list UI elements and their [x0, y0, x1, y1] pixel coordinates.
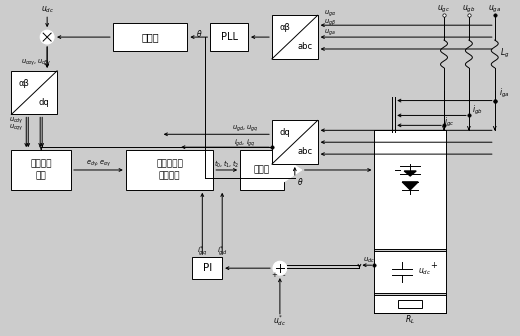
Text: $u_{dc}^{*}$: $u_{dc}^{*}$	[274, 313, 287, 328]
Text: αβ: αβ	[19, 79, 30, 88]
Text: $u_{dc}$: $u_{dc}$	[41, 4, 54, 14]
Text: $u_{c\alpha\gamma},u_{c\beta\gamma}$: $u_{c\alpha\gamma},u_{c\beta\gamma}$	[21, 58, 51, 68]
Text: $u_{gd}$, $u_{gq}$: $u_{gd}$, $u_{gq}$	[232, 123, 258, 134]
Text: PI: PI	[203, 263, 212, 273]
Circle shape	[273, 261, 287, 275]
Text: $i_{gc}$: $i_{gc}$	[444, 116, 454, 129]
Bar	[11, 150, 71, 190]
Text: dq: dq	[39, 98, 49, 107]
Text: abc: abc	[297, 147, 313, 156]
Polygon shape	[284, 158, 302, 182]
Text: $u_{gb}$: $u_{gb}$	[462, 4, 476, 15]
Text: $u_{g\beta}$: $u_{g\beta}$	[323, 18, 335, 29]
Text: dq: dq	[279, 128, 290, 137]
Bar	[374, 295, 446, 313]
Text: $i_{gd}^{*}$: $i_{gd}^{*}$	[217, 244, 227, 259]
Text: $i_{gb}$: $i_{gb}$	[472, 104, 482, 117]
Bar	[11, 71, 57, 115]
Text: 模型: 模型	[36, 171, 47, 180]
Text: $i_{gd}$, $i_{gq}$: $i_{gd}$, $i_{gq}$	[234, 137, 256, 149]
Text: $u_{g\alpha}$: $u_{g\alpha}$	[323, 8, 336, 18]
Text: $\theta$: $\theta$	[196, 28, 202, 39]
Text: 电流预测: 电流预测	[31, 160, 52, 169]
Bar	[192, 257, 222, 279]
Bar	[210, 23, 248, 51]
Bar	[398, 300, 422, 308]
Text: $R_L$: $R_L$	[405, 313, 415, 326]
Text: -: -	[283, 272, 285, 278]
Bar	[272, 120, 318, 164]
Bar	[240, 150, 284, 190]
Text: $i_{gq}^{*}$: $i_{gq}^{*}$	[197, 244, 207, 259]
Text: $u_{ga}$: $u_{ga}$	[488, 4, 501, 15]
Bar	[272, 15, 318, 59]
Text: $\theta$: $\theta$	[296, 176, 303, 187]
Text: $e_{d\gamma},e_{\alpha\gamma}$: $e_{d\gamma},e_{\alpha\gamma}$	[86, 159, 111, 169]
Text: 各矢量作用: 各矢量作用	[156, 160, 183, 169]
Text: $u_{cd\gamma}$: $u_{cd\gamma}$	[9, 115, 24, 126]
Polygon shape	[402, 182, 418, 190]
Text: $u_{ga}$: $u_{ga}$	[324, 28, 335, 38]
Text: αβ: αβ	[279, 23, 290, 32]
Bar	[374, 251, 446, 293]
Text: 调制器: 调制器	[254, 166, 270, 174]
Text: $u_{cq\gamma}$: $u_{cq\gamma}$	[9, 122, 24, 133]
Text: abc: abc	[297, 42, 313, 51]
Text: $u_{dc}$: $u_{dc}$	[418, 267, 431, 278]
Text: $u_{dc}$: $u_{dc}$	[363, 256, 375, 265]
Text: +: +	[271, 272, 277, 278]
Text: PLL: PLL	[220, 32, 238, 42]
Text: 时间计算: 时间计算	[159, 171, 180, 180]
Text: $i_{ga}$: $i_{ga}$	[500, 87, 510, 100]
Circle shape	[40, 30, 54, 44]
Text: +: +	[431, 261, 437, 270]
Bar	[126, 150, 213, 190]
Text: $t_0, t_1, t_2$: $t_0, t_1, t_2$	[214, 159, 239, 170]
Text: $L_g$: $L_g$	[500, 46, 510, 59]
Text: $u_{gc}$: $u_{gc}$	[437, 4, 450, 15]
Bar	[374, 130, 446, 249]
Bar	[113, 23, 187, 51]
Polygon shape	[404, 171, 416, 176]
Text: 开关表: 开关表	[141, 32, 159, 42]
